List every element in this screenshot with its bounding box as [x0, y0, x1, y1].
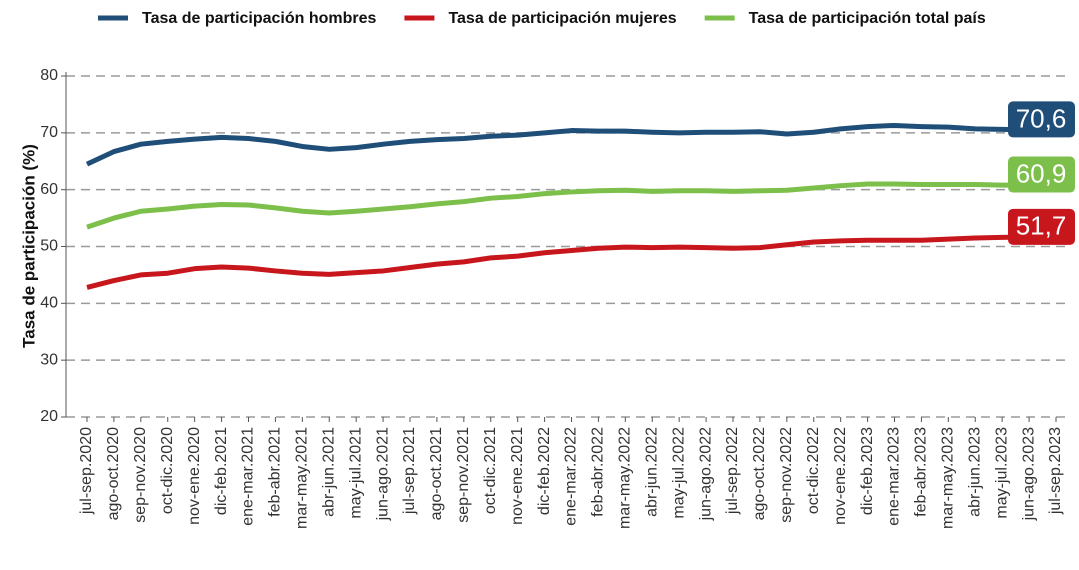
x-tick-label: may-jul.2021 — [347, 427, 364, 519]
y-axis-title: Tasa de participación (%) — [19, 144, 38, 348]
x-tick-label: dic-feb.2022 — [536, 427, 553, 515]
x-tick-label: jul-sep.2022 — [724, 427, 741, 515]
x-tick-label: feb-abr.2022 — [590, 427, 607, 517]
x-tick-label: ago-oct.2021 — [428, 427, 445, 521]
series-line — [86, 234, 1056, 290]
x-tick-label: jul-sep.2023 — [1047, 427, 1064, 515]
x-tick-label: ago-oct.2020 — [105, 427, 122, 521]
end-label: 60,9 — [1016, 158, 1067, 188]
x-tick-label: jul-sep.2020 — [78, 427, 95, 515]
x-tick-label: may-jul.2023 — [993, 427, 1010, 519]
x-tick-label: abr-jun.2023 — [966, 427, 983, 517]
x-tick-label: jul-sep.2021 — [401, 427, 418, 515]
x-tick-label: ene-mar.2021 — [240, 427, 257, 526]
x-tick-label: nov-ene.2022 — [832, 427, 849, 525]
y-tick-label: 60 — [40, 181, 58, 198]
x-tick-label: jun-ago.2023 — [1020, 427, 1037, 522]
x-tick-label: sep-nov.2022 — [778, 427, 795, 523]
x-tick-label: dic-feb.2021 — [213, 427, 230, 515]
end-label: 70,6 — [1016, 103, 1067, 133]
x-tick-label: sep-nov.2020 — [132, 427, 149, 523]
x-tick-label: oct-dic.2021 — [482, 427, 499, 514]
x-tick-label: ago-oct.2022 — [751, 427, 768, 521]
x-tick-label: may-jul.2022 — [670, 427, 687, 519]
x-tick-label: oct-dic.2022 — [805, 427, 822, 514]
end-label-box — [1008, 208, 1075, 245]
x-tick-label: ene-mar.2022 — [563, 427, 580, 526]
legend-label: Tasa de participación mujeres — [448, 10, 676, 27]
y-tick-label: 40 — [40, 295, 58, 312]
end-label-box — [1008, 156, 1075, 193]
series-line — [85, 122, 1057, 167]
y-tick-label: 20 — [40, 408, 58, 425]
x-tick-label: mar-may.2022 — [617, 427, 634, 529]
x-tick-label: jun-ago.2021 — [374, 427, 391, 522]
x-tick-label: sep-nov.2021 — [455, 427, 472, 523]
x-tick-label: jun-ago.2022 — [697, 427, 714, 522]
series-line — [86, 181, 1057, 230]
y-tick-label: 80 — [40, 67, 58, 84]
y-tick-label: 70 — [40, 124, 58, 141]
x-tick-label: dic-feb.2023 — [859, 427, 876, 515]
x-tick-label: oct-dic.2020 — [159, 427, 176, 514]
x-tick-label: nov-ene.2020 — [186, 427, 203, 525]
x-tick-label: abr-jun.2022 — [643, 427, 660, 517]
x-tick-label: abr-jun.2021 — [320, 427, 337, 517]
x-tick-label: mar-may.2023 — [940, 427, 957, 529]
y-tick-label: 30 — [40, 351, 58, 368]
x-tick-label: feb-abr.2021 — [267, 427, 284, 517]
y-tick-label: 50 — [40, 238, 58, 255]
x-tick-label: mar-may.2021 — [294, 427, 311, 529]
end-label-box — [1008, 101, 1075, 138]
x-tick-label: feb-abr.2023 — [913, 427, 930, 517]
legend-label: Tasa de participación total país — [749, 10, 986, 27]
x-tick-label: ene-mar.2023 — [886, 427, 903, 526]
x-tick-label: nov-ene.2021 — [509, 427, 526, 525]
end-label: 51,7 — [1016, 211, 1067, 241]
legend-label: Tasa de participación hombres — [142, 10, 377, 27]
